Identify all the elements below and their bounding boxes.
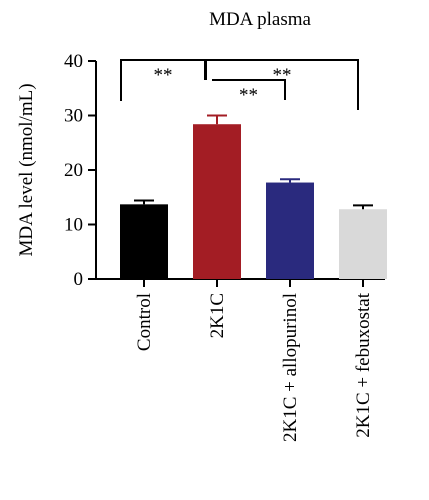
y-tick-label: 10 xyxy=(64,215,83,236)
significance-label: ** xyxy=(239,85,258,106)
y-tick-label: 20 xyxy=(64,160,83,181)
y-tick-label: 0 xyxy=(74,269,84,290)
x-tick-label: 2K1C + febuxostat xyxy=(353,292,374,437)
y-axis-label: MDA level (nmol/mL) xyxy=(16,83,37,256)
bar xyxy=(120,204,168,279)
plot-area: 0 10 20 30 40 Control 2K1C 2K1C + allopurinol 2K… xyxy=(64,51,387,442)
bar xyxy=(266,182,314,279)
significance-bracket xyxy=(212,79,286,100)
significance-bracket xyxy=(205,59,359,110)
x-tick-label: 2K1C + allopurinol xyxy=(280,293,301,442)
x-tick-label: 2K1C xyxy=(207,293,228,338)
chart-title: MDA plasma xyxy=(209,9,311,30)
bar xyxy=(339,209,387,279)
y-tick-label: 30 xyxy=(64,106,83,127)
significance-label: ** xyxy=(154,65,173,86)
y-tick-label: 40 xyxy=(64,51,83,72)
x-tick-label: Control xyxy=(134,293,155,351)
significance-label: ** xyxy=(273,65,292,86)
bar xyxy=(193,124,241,279)
